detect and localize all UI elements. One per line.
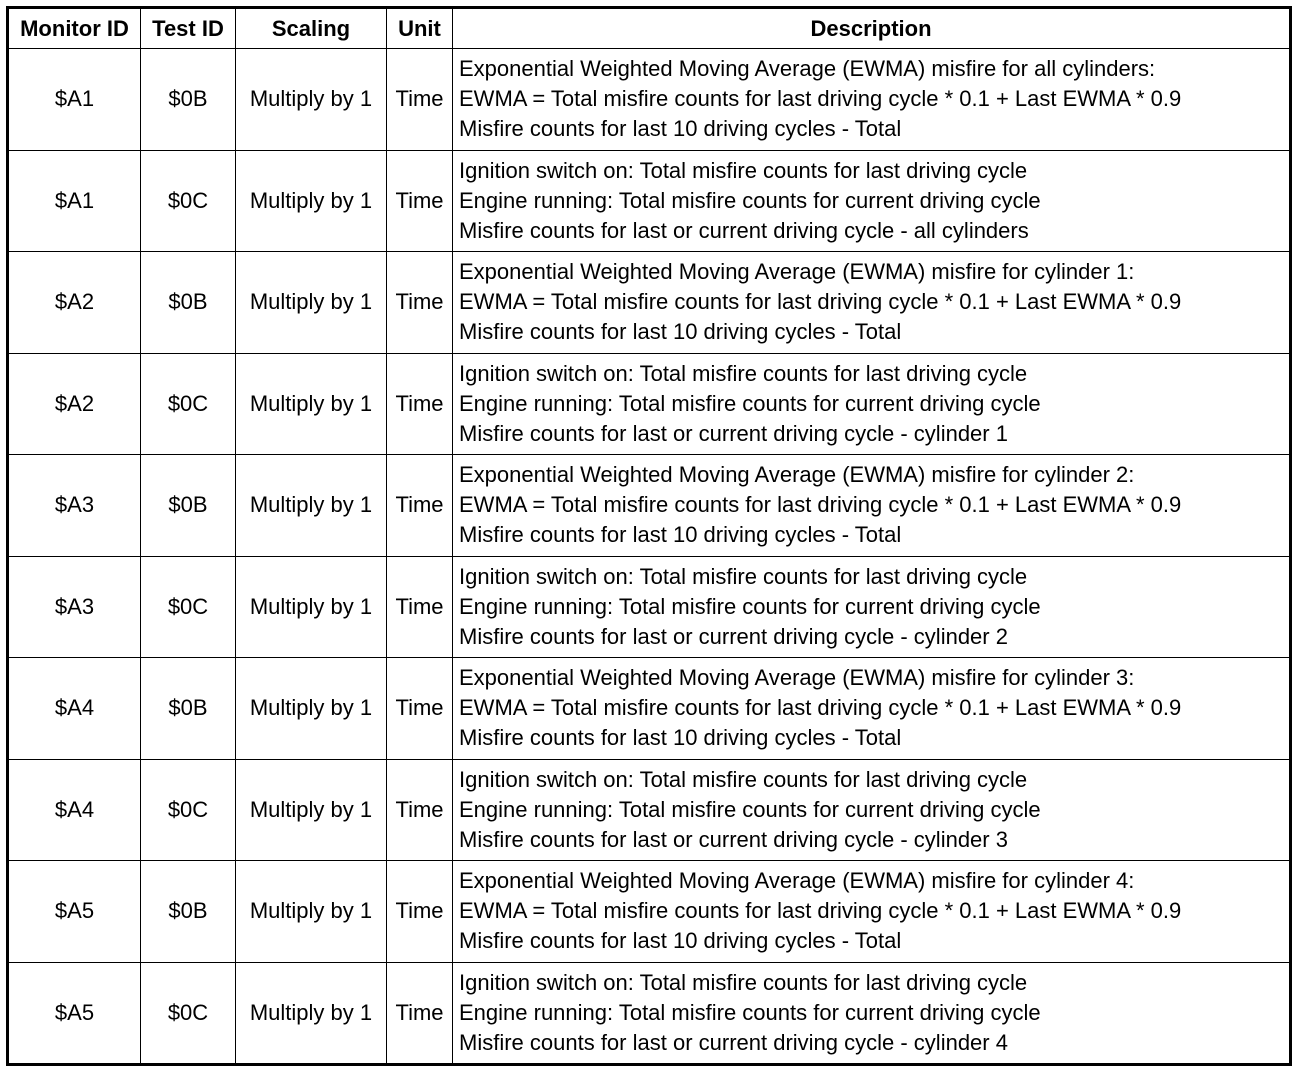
test-id-cell: $0C [140,352,236,455]
monitor-id-cell: $A2 [7,251,141,354]
header-test-id: Test ID [140,7,236,49]
scaling-cell: Multiply by 1 [235,454,387,557]
description-cell: Ignition switch on: Total misfire counts… [452,149,1291,252]
table-row: $A1 $0B Multiply by 1 Time Exponential Weigh… [7,48,1291,151]
description-line: Misfire counts for last 10 driving cycle… [459,522,902,548]
unit-cell: Time [386,251,453,354]
header-scaling: Scaling [235,7,387,49]
table-row: $A3 $0C Multiply by 1 Time Ignition switch o… [7,555,1291,658]
monitor-id-cell: $A5 [7,961,141,1065]
monitor-id-cell: $A2 [7,352,141,455]
unit-cell: Time [386,860,453,963]
description-line: Misfire counts for last 10 driving cycle… [459,319,902,345]
test-id-cell: $0B [140,454,236,557]
scaling-cell: Multiply by 1 [235,149,387,252]
test-id-cell: $0C [140,149,236,252]
description-cell: Ignition switch on: Total misfire counts… [452,758,1291,861]
unit-cell: Time [386,149,453,252]
description-line: Misfire counts for last or current drivi… [459,623,1008,649]
unit-cell: Time [386,961,453,1065]
table-row: $A5 $0B Multiply by 1 Time Exponential Weigh… [7,860,1291,963]
description-cell: Exponential Weighted Moving Average (EWM… [452,860,1291,963]
scaling-cell: Multiply by 1 [235,758,387,861]
monitor-id-cell: $A4 [7,758,141,861]
monitor-id-cell: $A3 [7,555,141,658]
description-line: Engine running: Total misfire counts for… [459,999,1041,1025]
description-line: Ignition switch on: Total misfire counts… [459,563,1028,589]
description-line: Misfire counts for last 10 driving cycle… [459,725,902,751]
header-description: Description [452,7,1291,49]
description-cell: Exponential Weighted Moving Average (EWM… [452,657,1291,760]
description-line: Exponential Weighted Moving Average (EWM… [459,868,1135,894]
description-line: Exponential Weighted Moving Average (EWM… [459,665,1135,691]
description-line: EWMA = Total misfire counts for last dri… [459,695,1182,721]
table-row: $A2 $0C Multiply by 1 Time Ignition switch o… [7,352,1291,455]
description-cell: Exponential Weighted Moving Average (EWM… [452,251,1291,354]
test-id-cell: $0C [140,758,236,861]
description-line: Engine running: Total misfire counts for… [459,390,1041,416]
scaling-cell: Multiply by 1 [235,657,387,760]
description-line: EWMA = Total misfire counts for last dri… [459,898,1182,924]
monitor-id-cell: $A1 [7,149,141,252]
description-line: Engine running: Total misfire counts for… [459,187,1041,213]
test-id-cell: $0B [140,657,236,760]
scaling-cell: Multiply by 1 [235,961,387,1065]
table-row: $A2 $0B Multiply by 1 Time Exponential Weigh… [7,251,1291,354]
test-id-cell: $0C [140,555,236,658]
description-line: Misfire counts for last 10 driving cycle… [459,928,902,954]
unit-cell: Time [386,454,453,557]
scaling-cell: Multiply by 1 [235,860,387,963]
table-row: $A3 $0B Multiply by 1 Time Exponential Weigh… [7,454,1291,557]
test-id-cell: $0B [140,860,236,963]
description-line: Exponential Weighted Moving Average (EWM… [459,56,1156,82]
test-id-cell: $0B [140,48,236,151]
description-line: Ignition switch on: Total misfire counts… [459,157,1028,183]
description-line: Engine running: Total misfire counts for… [459,796,1041,822]
unit-cell: Time [386,555,453,658]
description-line: Misfire counts for last 10 driving cycle… [459,116,902,142]
monitor-id-cell: $A4 [7,657,141,760]
description-line: Ignition switch on: Total misfire counts… [459,360,1028,386]
description-line: Ignition switch on: Total misfire counts… [459,969,1028,995]
unit-cell: Time [386,758,453,861]
table-row: $A5 $0C Multiply by 1 Time Ignition switch o… [7,961,1291,1065]
test-id-cell: $0C [140,961,236,1065]
description-line: Misfire counts for last or current drivi… [459,420,1008,446]
description-line: Ignition switch on: Total misfire counts… [459,766,1028,792]
table-row: $A4 $0C Multiply by 1 Time Ignition switch o… [7,758,1291,861]
description-line: EWMA = Total misfire counts for last dri… [459,289,1182,315]
header-unit: Unit [386,7,453,49]
header-row: Monitor ID Test ID Scaling Unit Descript… [7,7,1291,49]
unit-cell: Time [386,657,453,760]
description-line: EWMA = Total misfire counts for last dri… [459,492,1182,518]
misfire-monitor-table: Monitor ID Test ID Scaling Unit Descript… [6,6,1292,1066]
description-line: Exponential Weighted Moving Average (EWM… [459,259,1135,285]
table-row: $A4 $0B Multiply by 1 Time Exponential Weigh… [7,657,1291,760]
table-row: $A1 $0C Multiply by 1 Time Ignition switch o… [7,149,1291,252]
monitor-id-cell: $A5 [7,860,141,963]
description-cell: Ignition switch on: Total misfire counts… [452,555,1291,658]
description-line: EWMA = Total misfire counts for last dri… [459,86,1182,112]
unit-cell: Time [386,48,453,151]
description-line: Misfire counts for last or current drivi… [459,1029,1008,1055]
description-cell: Exponential Weighted Moving Average (EWM… [452,454,1291,557]
description-line: Misfire counts for last or current drivi… [459,826,1008,852]
scaling-cell: Multiply by 1 [235,251,387,354]
scaling-cell: Multiply by 1 [235,352,387,455]
scaling-cell: Multiply by 1 [235,48,387,151]
description-line: Misfire counts for last or current drivi… [459,217,1029,243]
monitor-id-cell: $A3 [7,454,141,557]
test-id-cell: $0B [140,251,236,354]
description-line: Engine running: Total misfire counts for… [459,593,1041,619]
description-cell: Ignition switch on: Total misfire counts… [452,352,1291,455]
description-line: Exponential Weighted Moving Average (EWM… [459,462,1135,488]
header-monitor-id: Monitor ID [7,7,141,49]
unit-cell: Time [386,352,453,455]
scaling-cell: Multiply by 1 [235,555,387,658]
description-cell: Exponential Weighted Moving Average (EWM… [452,48,1291,151]
monitor-id-cell: $A1 [7,48,141,151]
description-cell: Ignition switch on: Total misfire counts… [452,961,1291,1065]
